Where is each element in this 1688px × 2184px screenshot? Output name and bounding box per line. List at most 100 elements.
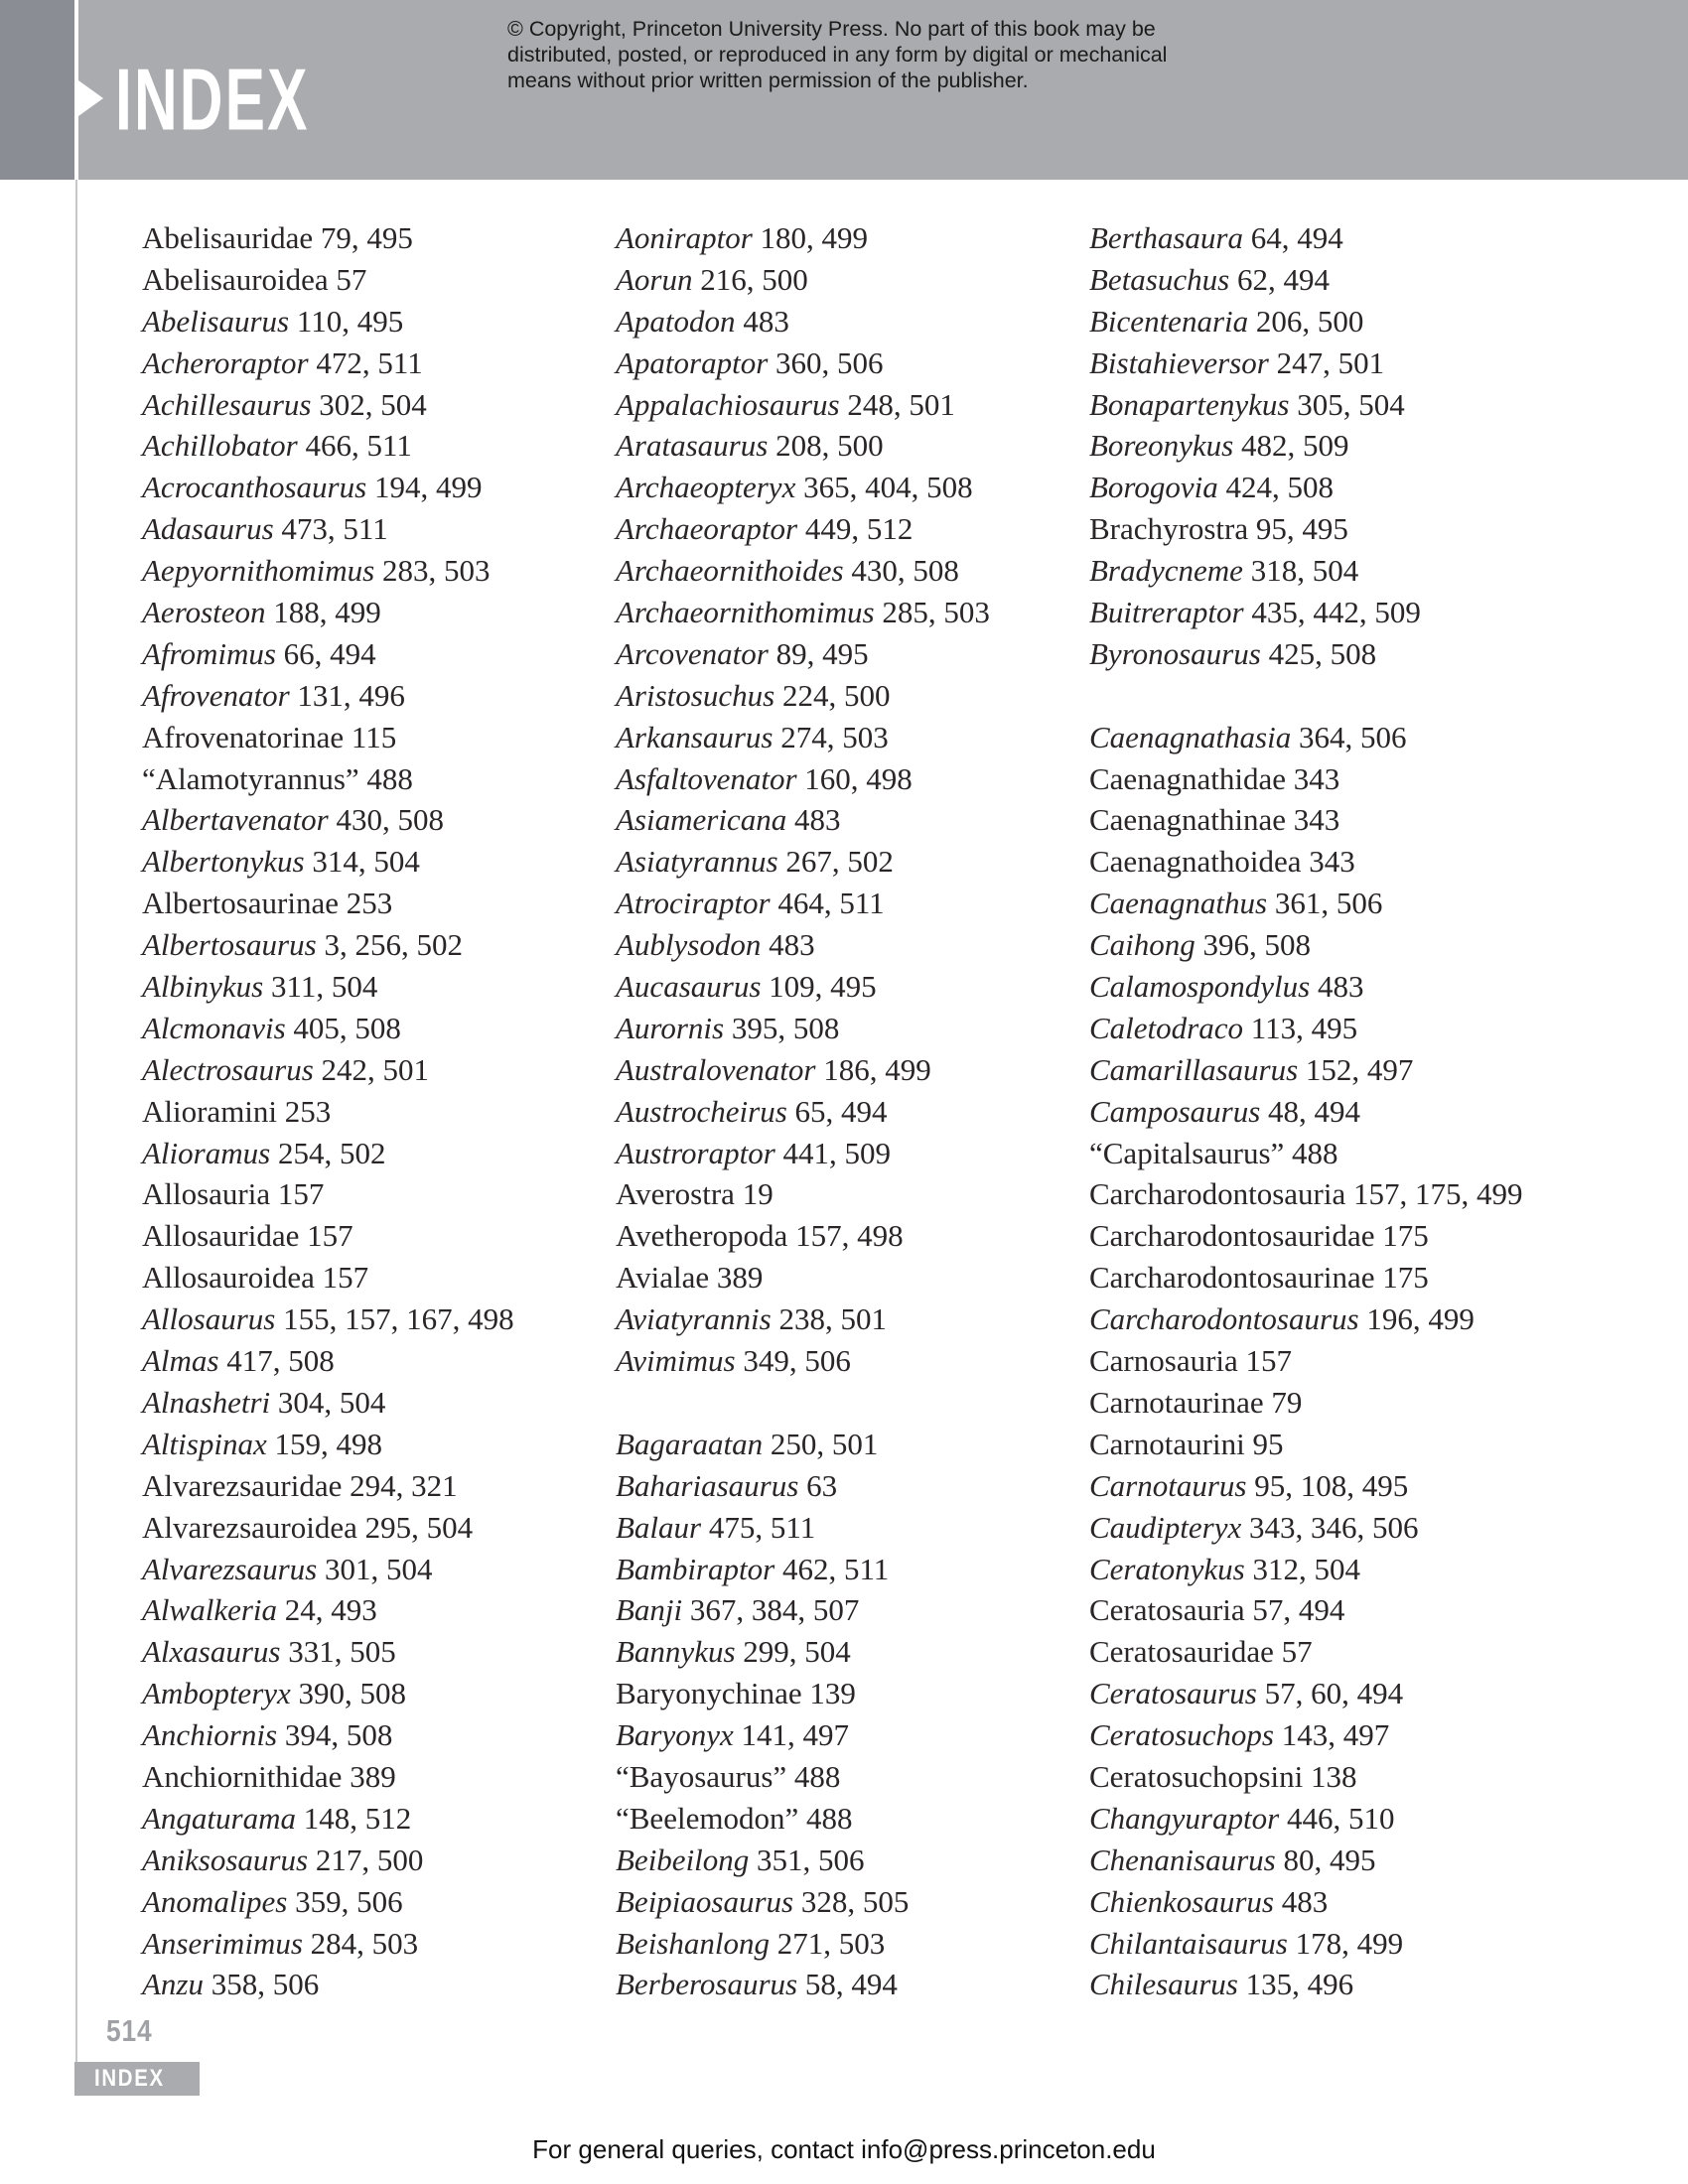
entry-pages: 79 xyxy=(1263,1384,1303,1420)
entry-term: Chenanisaurus xyxy=(1089,1842,1276,1877)
entry-term: “Alamotyrannus” xyxy=(142,760,359,796)
entry-term: Alioramini xyxy=(142,1093,278,1129)
index-entry: Betasuchus 62, 494 xyxy=(1089,259,1556,301)
entry-term: Aviatyrannis xyxy=(616,1301,772,1337)
entry-pages: 247, 501 xyxy=(1268,344,1385,380)
entry-pages: 113, 495 xyxy=(1243,1010,1358,1045)
copyright-notice: © Copyright, Princeton University Press.… xyxy=(507,16,1167,93)
entry-term: Baryonyx xyxy=(616,1717,734,1753)
entry-term: Avetheropoda xyxy=(616,1218,788,1254)
index-entry: Albertosaurinae 253 xyxy=(142,883,609,924)
entry-pages: 62, 494 xyxy=(1229,261,1330,297)
index-entry: Alvarezsauridae 294, 321 xyxy=(142,1465,609,1507)
entry-pages: 224, 500 xyxy=(774,677,891,713)
index-section-gap xyxy=(616,1382,1082,1424)
index-entry: Ceratonykus 312, 504 xyxy=(1089,1549,1556,1590)
entry-term: Alvarezsauroidea xyxy=(142,1509,357,1545)
entry-term: Aniksosaurus xyxy=(142,1842,309,1877)
entry-term: Carcharodontosaurus xyxy=(1089,1301,1359,1337)
index-entry: Altispinax 159, 498 xyxy=(142,1424,609,1465)
entry-pages: 343, 346, 506 xyxy=(1241,1509,1419,1545)
index-entry: Alioramus 254, 502 xyxy=(142,1133,609,1174)
index-column-3: Berthasaura 64, 494 Betasuchus 62, 494 Bic… xyxy=(1089,217,1556,2005)
entry-term: Beipiaosaurus xyxy=(616,1883,794,1919)
entry-term: Afrovenator xyxy=(142,677,290,713)
entry-pages: 157 xyxy=(314,1260,369,1296)
index-entry: Aoniraptor 180, 499 xyxy=(616,217,1082,259)
index-entry: Caenagnathinae 343 xyxy=(1089,799,1556,841)
entry-pages: 367, 384, 507 xyxy=(682,1592,860,1628)
index-entry: Allosauroidea 157 xyxy=(142,1257,609,1298)
entry-term: Ceratosuchops xyxy=(1089,1717,1274,1753)
entry-term: Alxasaurus xyxy=(142,1634,281,1670)
index-entry: Alectrosaurus 242, 501 xyxy=(142,1049,609,1091)
entry-pages: 488 xyxy=(358,760,413,796)
index-entry: Anchiornis 394, 508 xyxy=(142,1714,609,1756)
copyright-line: © Copyright, Princeton University Press.… xyxy=(507,17,1156,41)
entry-term: Aucasaurus xyxy=(616,969,762,1005)
index-entry: Brachyrostra 95, 495 xyxy=(1089,508,1556,550)
entry-term: Bambiraptor xyxy=(616,1551,775,1586)
index-entry: Albertosaurus 3, 256, 502 xyxy=(142,924,609,966)
entry-term: Borogovia xyxy=(1089,470,1218,505)
entry-term: Archaeopteryx xyxy=(616,470,796,505)
entry-term: Carcharodontosaurinae xyxy=(1089,1260,1375,1296)
entry-pages: 274, 503 xyxy=(773,719,889,754)
entry-pages: 302, 504 xyxy=(311,386,427,422)
entry-term: Angaturama xyxy=(142,1800,296,1836)
entry-term: Brachyrostra xyxy=(1089,511,1249,547)
entry-pages: 394, 508 xyxy=(277,1717,393,1753)
entry-pages: 396, 508 xyxy=(1195,927,1312,963)
index-entry: Alcmonavis 405, 508 xyxy=(142,1008,609,1049)
index-entry: Acrocanthosaurus 194, 499 xyxy=(142,467,609,508)
index-entry: Aratasaurus 208, 500 xyxy=(616,425,1082,467)
entry-pages: 188, 499 xyxy=(265,595,381,630)
entry-pages: 390, 508 xyxy=(290,1676,407,1711)
entry-term: Boreonykus xyxy=(1089,428,1234,464)
entry-term: Alcmonavis xyxy=(142,1010,286,1045)
entry-pages: 304, 504 xyxy=(270,1384,386,1420)
index-entry: Aublysodon 483 xyxy=(616,924,1082,966)
index-entry: Caletodraco 113, 495 xyxy=(1089,1008,1556,1049)
index-entry: Chilantaisaurus 178, 499 xyxy=(1089,1923,1556,1965)
entry-pages: 271, 503 xyxy=(770,1925,886,1961)
entry-pages: 157 xyxy=(270,1176,325,1212)
index-entry: Bistahieversor 247, 501 xyxy=(1089,342,1556,384)
entry-pages: 138 xyxy=(1303,1758,1357,1794)
entry-pages: 89, 495 xyxy=(768,635,869,671)
index-column-2: Aoniraptor 180, 499 Aorun 216, 500 Apatodo… xyxy=(616,217,1082,2005)
index-entry: Ceratosuchopsini 138 xyxy=(1089,1756,1556,1798)
entry-pages: 57, 60, 494 xyxy=(1256,1676,1404,1711)
index-entry: Bicentenaria 206, 500 xyxy=(1089,301,1556,342)
entry-term: Asfaltovenator xyxy=(616,760,797,796)
entry-term: Austrocheirus xyxy=(616,1093,787,1129)
index-entry: Alvarezsauroidea 295, 504 xyxy=(142,1507,609,1549)
entry-pages: 389 xyxy=(342,1758,396,1794)
entry-pages: 159, 498 xyxy=(266,1426,382,1461)
entry-pages: 488 xyxy=(786,1758,841,1794)
entry-term: Caihong xyxy=(1089,927,1196,963)
entry-pages: 148, 512 xyxy=(296,1800,412,1836)
entry-pages: 267, 502 xyxy=(777,844,894,880)
entry-pages: 472, 511 xyxy=(308,344,423,380)
index-section-label: INDEX xyxy=(94,2065,165,2092)
entry-pages: 175 xyxy=(1374,1218,1429,1254)
index-entry: Boreonykus 482, 509 xyxy=(1089,425,1556,467)
entry-term: Abelisauridae xyxy=(142,220,314,255)
index-entry: Carnotaurinae 79 xyxy=(1089,1382,1556,1424)
entry-term: Arkansaurus xyxy=(616,719,774,754)
index-entry: Camposaurus 48, 494 xyxy=(1089,1091,1556,1133)
entry-pages: 66, 494 xyxy=(275,635,376,671)
entry-term: Buitreraptor xyxy=(1089,595,1244,630)
index-entry: Australovenator 186, 499 xyxy=(616,1049,1082,1091)
index-entry: Ceratosauria 57, 494 xyxy=(1089,1589,1556,1631)
entry-term: Anchiornithidae xyxy=(142,1758,343,1794)
entry-term: Carcharodontosauridae xyxy=(1089,1218,1375,1254)
entry-term: Balaur xyxy=(616,1509,702,1545)
entry-term: Avialae xyxy=(616,1260,710,1296)
index-entry: Anomalipes 359, 506 xyxy=(142,1881,609,1923)
entry-pages: 194, 499 xyxy=(366,470,483,505)
index-section-gap xyxy=(1089,675,1556,717)
index-entry: Aviatyrannis 238, 501 xyxy=(616,1298,1082,1340)
index-entry: Bambiraptor 462, 511 xyxy=(616,1549,1082,1590)
